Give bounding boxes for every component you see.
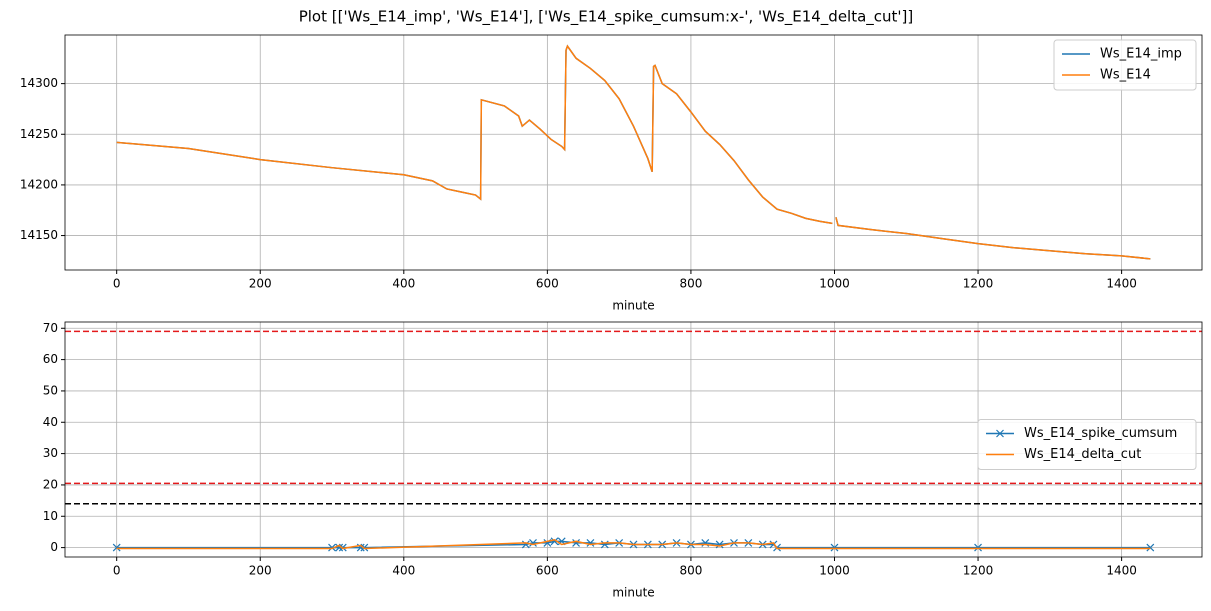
- x-tick-label: 1400: [1106, 564, 1137, 578]
- data-marker: [830, 543, 839, 552]
- data-marker: [521, 540, 530, 549]
- y-tick-label: 10: [43, 509, 58, 523]
- y-tick-label: 14250: [20, 127, 58, 141]
- x-tick-label: 600: [536, 277, 559, 291]
- x-tick-label: 800: [679, 564, 702, 578]
- x-tick-label: 400: [392, 564, 415, 578]
- data-marker: [586, 538, 595, 547]
- data-line: [116, 538, 1151, 550]
- data-marker: [715, 540, 724, 549]
- x-tick-label: 600: [536, 564, 559, 578]
- figure-title: Plot [['Ws_E14_imp', 'Ws_E14'], ['Ws_E14…: [299, 8, 914, 27]
- legend-label: Ws_E14_spike_cumsum: [1024, 426, 1177, 441]
- legend-box: [977, 419, 1197, 470]
- y-tick-label: 40: [43, 415, 58, 429]
- legend-label: Ws_E14: [1100, 68, 1151, 83]
- x-tick-label: 1400: [1106, 277, 1137, 291]
- data-marker: [600, 540, 609, 549]
- plot-frame: [64, 34, 1203, 271]
- data-marker: [335, 543, 344, 552]
- x-tick-label: 1000: [819, 277, 850, 291]
- data-marker: [1146, 543, 1155, 552]
- y-tick-label: 60: [43, 352, 58, 366]
- legend-marker: [996, 429, 1004, 438]
- y-tick-label: 70: [43, 321, 58, 335]
- x-axis-label: minute: [612, 586, 654, 600]
- x-tick-label: 0: [113, 564, 121, 578]
- data-line: [116, 44, 1151, 260]
- legend-label: Ws_E14_delta_cut: [1024, 447, 1141, 462]
- x-tick-label: 200: [249, 277, 272, 291]
- data-marker: [572, 538, 581, 547]
- y-tick-label: 14200: [20, 177, 58, 191]
- plot-frame: [64, 321, 1203, 558]
- x-tick-label: 1000: [819, 564, 850, 578]
- data-marker: [112, 543, 121, 552]
- legend-box: [1053, 39, 1197, 91]
- x-tick-label: 1200: [963, 277, 994, 291]
- y-tick-label: 50: [43, 383, 58, 397]
- data-marker: [550, 537, 559, 546]
- x-tick-label: 200: [249, 564, 272, 578]
- y-tick-label: 20: [43, 477, 58, 491]
- y-tick-label: 14150: [20, 228, 58, 242]
- data-marker: [529, 538, 537, 547]
- data-marker: [974, 543, 982, 552]
- legend-label: Ws_E14_imp: [1100, 47, 1182, 62]
- y-tick-label: 30: [43, 446, 58, 460]
- x-tick-label: 800: [679, 277, 702, 291]
- data-line: [116, 44, 1151, 260]
- x-axis-label: minute: [612, 299, 654, 313]
- x-tick-label: 0: [113, 277, 121, 291]
- data-marker: [328, 543, 336, 552]
- y-tick-label: 14300: [20, 76, 58, 90]
- y-tick-label: 0: [50, 540, 58, 554]
- x-tick-label: 400: [392, 277, 415, 291]
- x-tick-label: 1200: [963, 564, 994, 578]
